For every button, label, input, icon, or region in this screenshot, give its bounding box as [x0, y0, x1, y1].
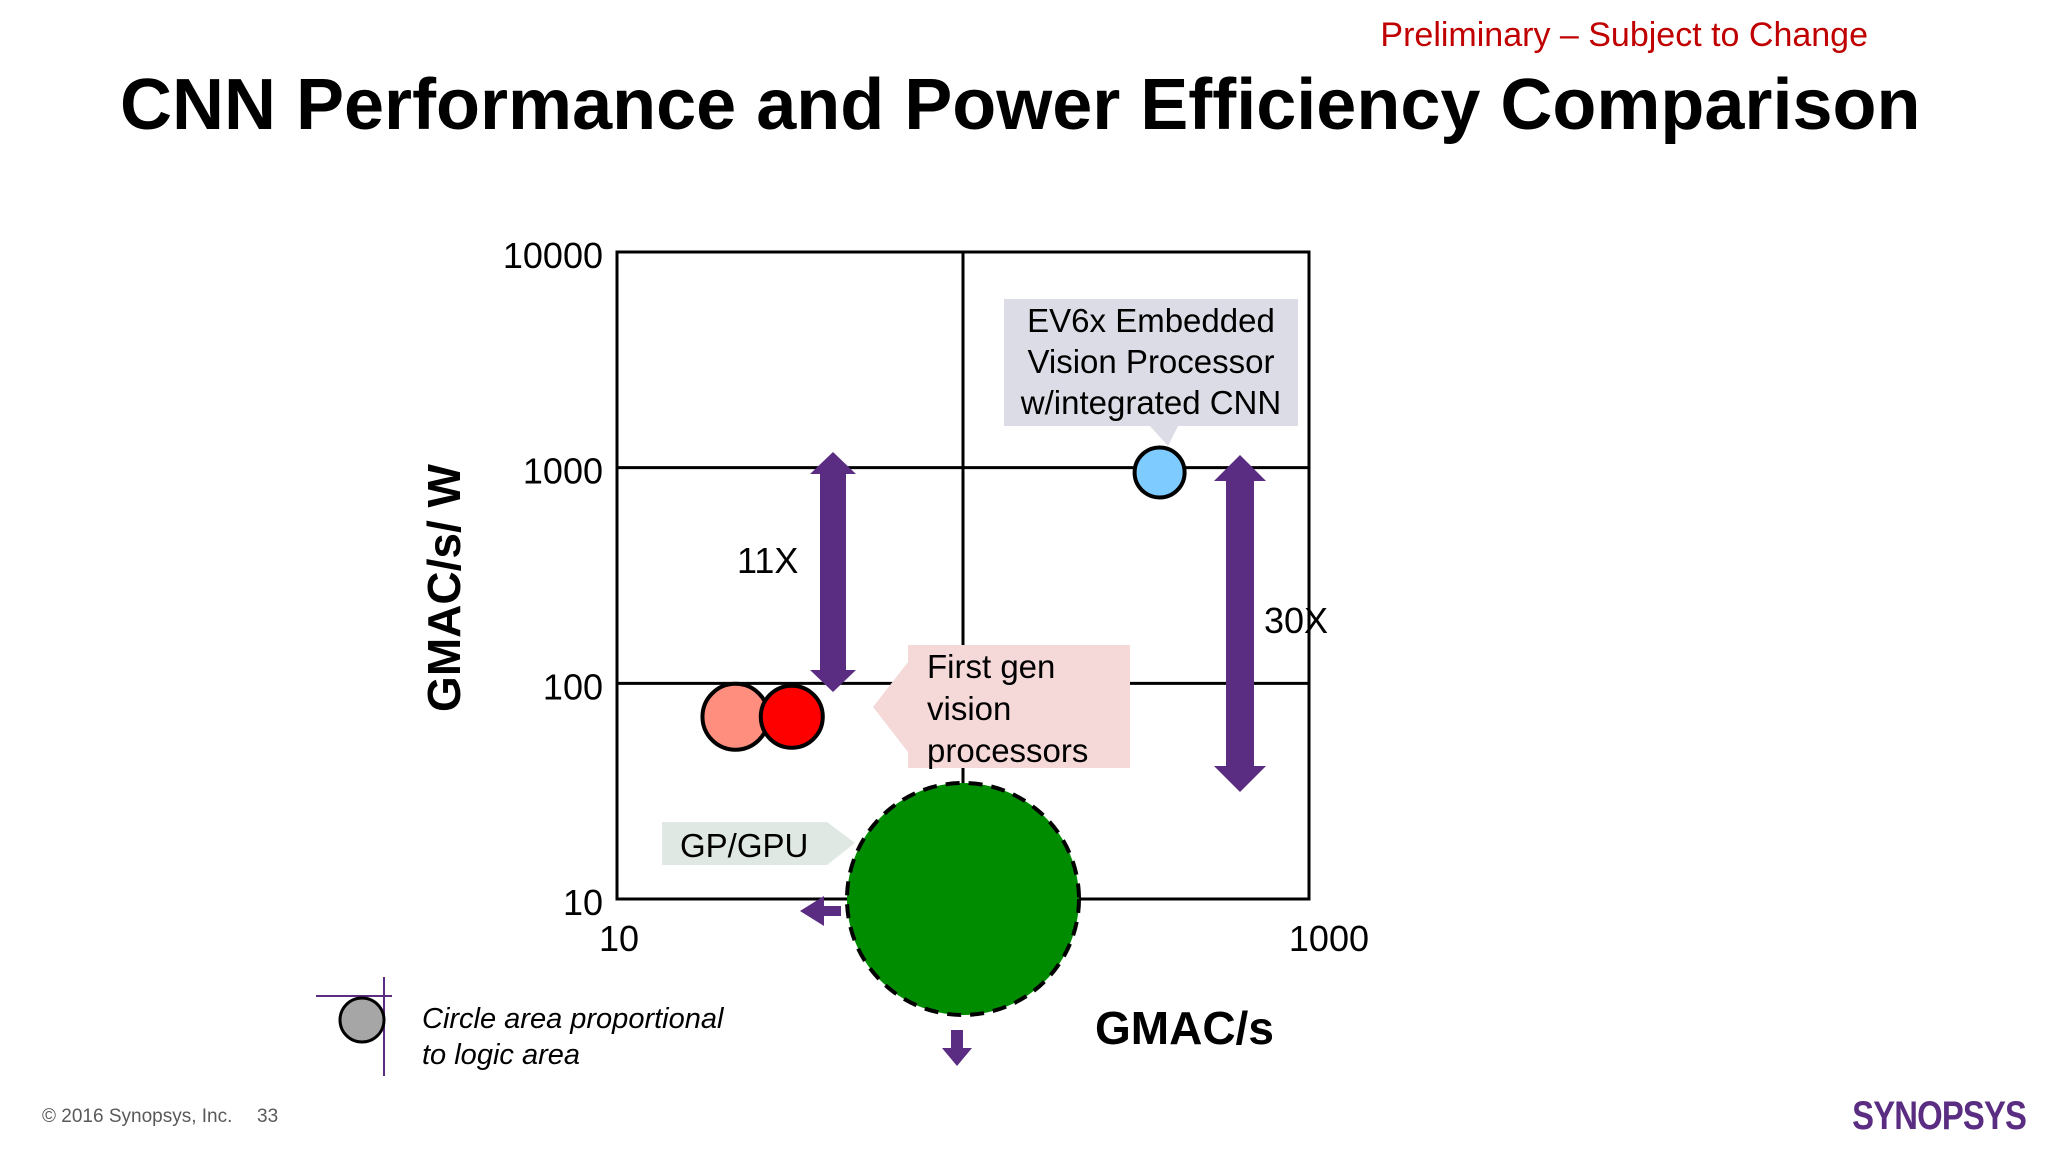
arrow-11x: [810, 452, 856, 692]
point-gp-gpu: [845, 781, 1081, 1017]
arrows: [800, 452, 1266, 1066]
data-points: [700, 445, 1187, 1017]
y-tick-label-10: 10: [563, 882, 603, 923]
point-first-gen-small: [758, 683, 825, 750]
point-first-gen-large: [700, 681, 771, 752]
tick-labels: 10100100010000101001000: [503, 235, 1369, 959]
callout-ev6x-line: EV6x Embedded: [1027, 302, 1275, 339]
y-tick-label-1000: 1000: [523, 451, 603, 492]
callout-ev6x-line: w/integrated CNN: [1020, 384, 1281, 421]
slide-title: CNN Performance and Power Efficiency Com…: [120, 65, 1921, 145]
arrow-label-11x: 11X: [737, 540, 798, 581]
arrow-30x: [1214, 455, 1266, 792]
callout-gp-gpu-line: GP/GPU: [680, 827, 808, 864]
preliminary-notice: Preliminary – Subject to Change: [1380, 16, 1868, 54]
callout-gp-gpu: [662, 822, 855, 865]
legend-label-line: to logic area: [422, 1039, 580, 1071]
callouts: EV6x Embedded Vision Processor w/integrate…: [662, 299, 1298, 865]
x-axis-label: GMAC/s: [1095, 1002, 1274, 1054]
callout-ev6x-line: Vision Processor: [1027, 343, 1274, 380]
callout-ev6x: [1004, 299, 1298, 446]
y-axis-label: GMAC/s/ W: [418, 463, 470, 711]
chart-legend: Circle area proportional to logic area: [316, 977, 725, 1076]
y-tick-label-10000: 10000: [503, 235, 603, 276]
synopsys-logo: SYNOPSYS: [1852, 1094, 2027, 1138]
legend-label-line: Circle area proportional: [422, 1003, 725, 1035]
x-tick-label-10: 10: [599, 918, 639, 959]
page-number: 33: [257, 1106, 279, 1127]
point-ev6x: [1132, 445, 1187, 500]
callout-first-gen: [873, 645, 1130, 768]
y-tick-label-100: 100: [543, 666, 603, 707]
callout-first-gen-line: First gen: [927, 648, 1055, 685]
legend-marker: [338, 996, 386, 1044]
chart-labels: 11X 30X GMAC/s GMAC/s/ W: [418, 463, 1328, 1054]
arrow-gpu-left: [800, 896, 841, 926]
callout-first-gen-line: processors: [927, 732, 1088, 769]
arrow-label-30x: 30X: [1264, 600, 1328, 641]
arrow-gpu-down: [942, 1030, 972, 1066]
callout-first-gen-line: vision: [927, 690, 1011, 727]
x-tick-label-1000: 1000: [1289, 918, 1369, 959]
footer-copyright: © 2016 Synopsys, Inc.: [42, 1106, 233, 1127]
